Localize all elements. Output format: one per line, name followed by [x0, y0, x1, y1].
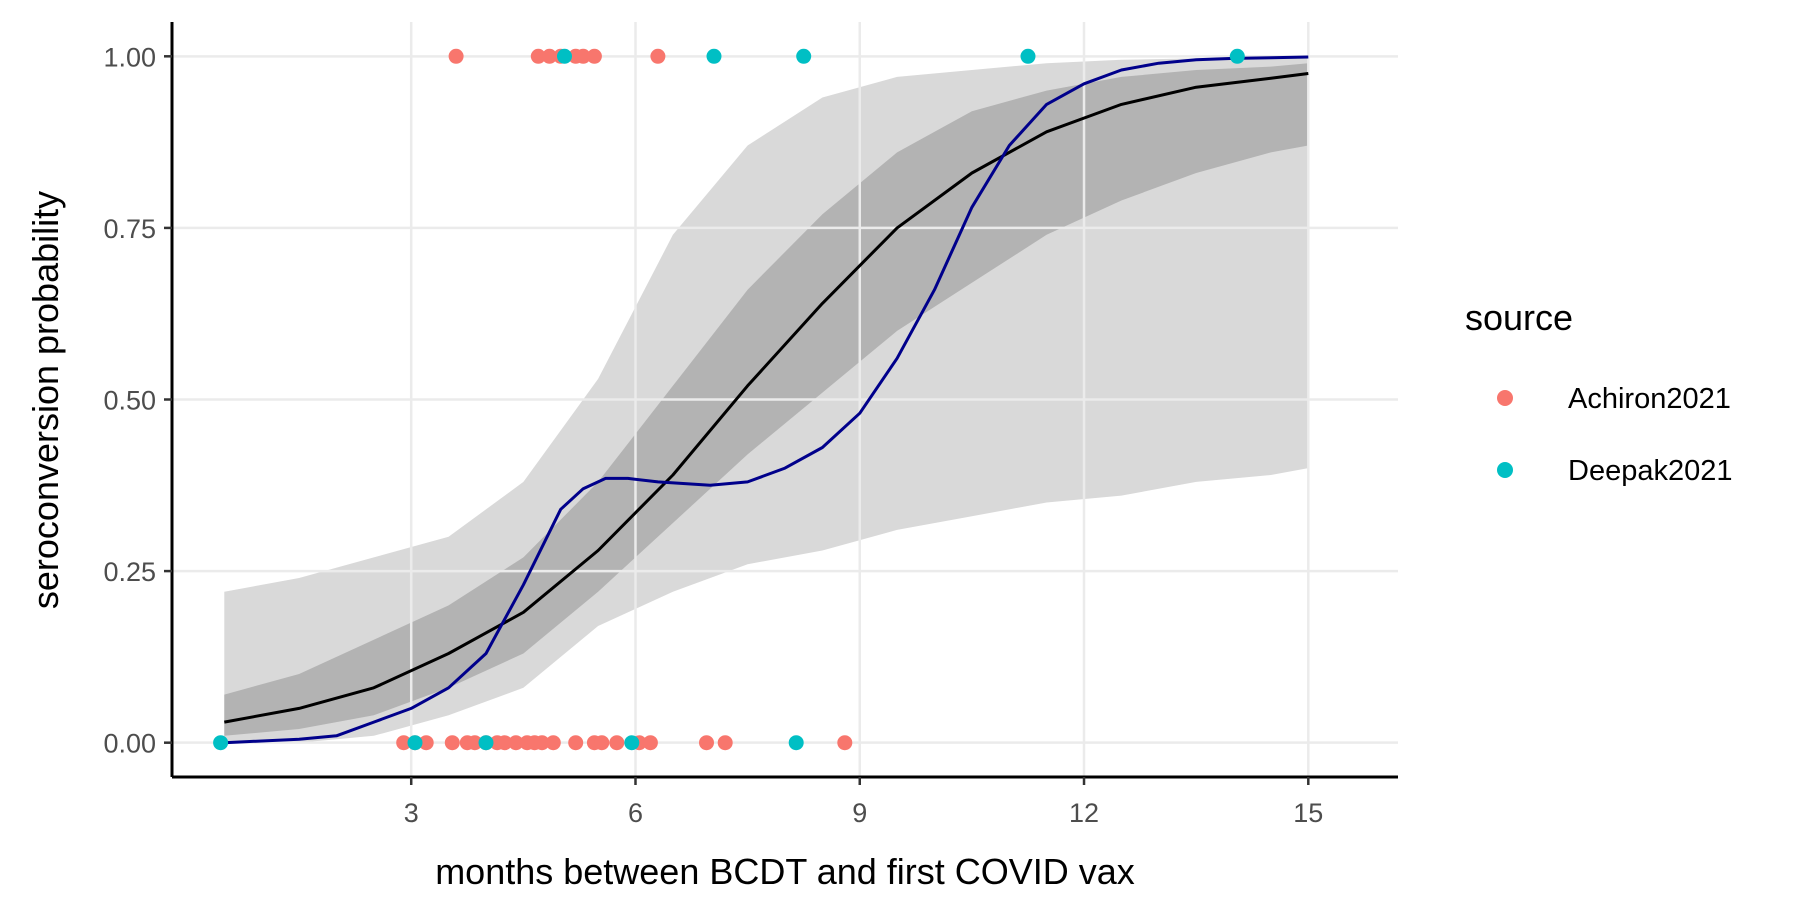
y-tick-label: 0.25 [103, 557, 156, 587]
logistic-fit-line [224, 72, 1309, 724]
data-point-achiron2021 [575, 48, 591, 64]
legend-label-deepak2021: Deepak2021 [1568, 455, 1732, 487]
data-point-achiron2021 [545, 735, 561, 751]
data-point-deepak2021 [788, 735, 804, 751]
legend-key-deepak2021 [1497, 462, 1513, 478]
x-tick-label: 15 [1293, 798, 1323, 828]
data-point-achiron2021 [609, 735, 625, 751]
data-point-achiron2021 [396, 735, 412, 751]
data-point-achiron2021 [650, 48, 666, 64]
data-point-deepak2021 [1020, 48, 1036, 64]
x-tick-label: 3 [404, 798, 419, 828]
data-point-achiron2021 [497, 735, 513, 751]
data-point-achiron2021 [594, 735, 610, 751]
x-tick-label: 6 [628, 798, 643, 828]
data-point-achiron2021 [444, 735, 460, 751]
legend-label-achiron2021: Achiron2021 [1568, 383, 1731, 415]
data-point-deepak2021 [557, 48, 572, 64]
tick-labels: 3 6 9 12 15 0.00 0.25 0.50 0.75 1.00 [103, 42, 1323, 828]
data-point-achiron2021 [534, 735, 550, 751]
data-point-deepak2021 [796, 48, 812, 64]
data-point-achiron2021 [837, 735, 853, 751]
data-point-achiron2021 [418, 735, 434, 751]
data-point-deepak2021 [213, 735, 229, 751]
grid-lines [172, 22, 1398, 777]
y-tick-label: 1.00 [103, 42, 156, 72]
y-tick-label: 0.75 [103, 214, 156, 244]
data-point-deepak2021 [706, 48, 722, 64]
data-point-deepak2021 [407, 735, 423, 751]
x-tick-label: 12 [1069, 798, 1099, 828]
legend-key-achiron2021 [1497, 390, 1513, 406]
data-point-achiron2021 [448, 48, 464, 64]
data-point-deepak2021 [1229, 48, 1245, 64]
data-point-achiron2021 [530, 48, 546, 64]
data-points [213, 48, 1245, 751]
data-point-achiron2021 [467, 735, 483, 751]
y-tick-label: 0.00 [103, 729, 156, 759]
data-point-achiron2021 [717, 735, 733, 751]
fit-lines [224, 55, 1309, 745]
data-point-deepak2021 [478, 735, 494, 751]
legend-title: source [1465, 297, 1573, 338]
x-tick-label: 9 [852, 798, 867, 828]
smooth-fit-line [224, 55, 1309, 745]
data-point-achiron2021 [642, 735, 658, 751]
data-point-achiron2021 [568, 735, 584, 751]
y-axis-title: seroconversion probability [25, 191, 66, 609]
data-point-deepak2021 [624, 735, 640, 751]
data-point-achiron2021 [508, 735, 524, 751]
legend: source Achiron2021 Deepak2021 [1465, 297, 1732, 487]
x-axis-title: months between BCDT and first COVID vax [435, 851, 1135, 892]
data-point-achiron2021 [542, 48, 557, 64]
data-point-achiron2021 [586, 48, 602, 64]
data-point-achiron2021 [699, 735, 714, 751]
y-tick-label: 0.50 [103, 386, 156, 416]
